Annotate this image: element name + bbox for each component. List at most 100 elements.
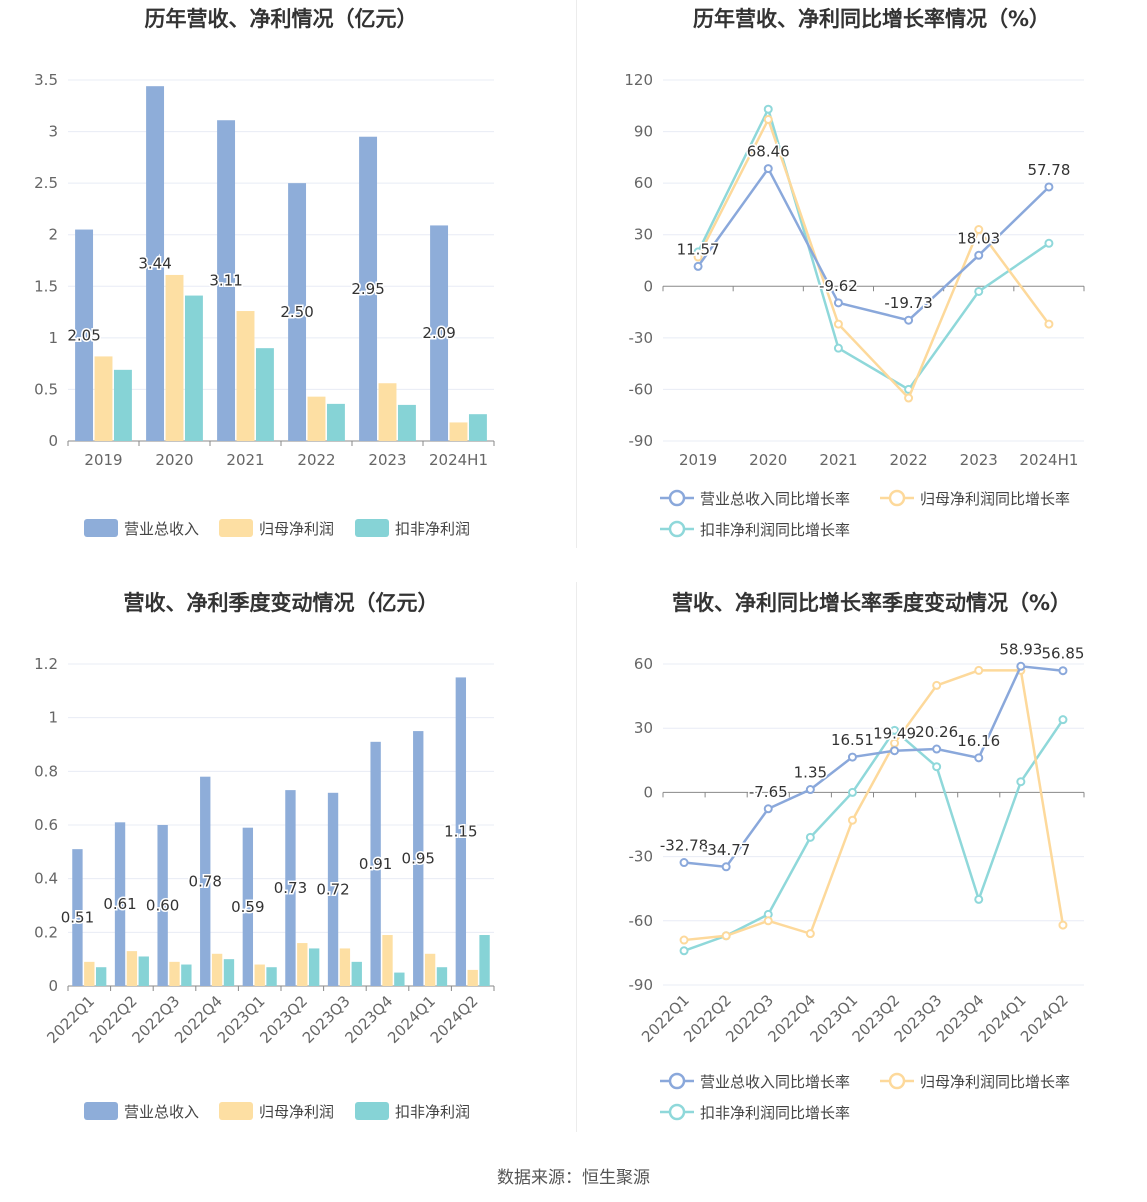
legend-label: 归母净利润 (259, 1103, 334, 1121)
line-data-label: -7.65 (749, 783, 788, 801)
bar-net-profit (424, 953, 436, 986)
bar-data-label: 2.50 (280, 303, 313, 321)
line-deducted-profit-growth (696, 105, 1050, 392)
bar-data-label: 0.72 (316, 880, 349, 898)
bar-revenue (455, 677, 467, 986)
bar-deducted-profit (223, 959, 235, 986)
legend-label: 归母净利润同比增长率 (920, 490, 1070, 508)
bar-deducted-profit (351, 961, 362, 986)
legend-marker (668, 489, 686, 507)
y-tick-label: 1.5 (34, 277, 58, 295)
line-data-label: 11.57 (677, 240, 720, 258)
bar-deducted-profit (397, 404, 416, 441)
legend-label: 营业总收入 (124, 1103, 199, 1121)
line-revenue-growth (683, 664, 1064, 869)
line-point (1058, 666, 1068, 676)
line-data-label: 18.03 (957, 229, 1000, 247)
line-point (847, 787, 857, 797)
bar-revenue (327, 792, 339, 986)
y-tick-label: -30 (629, 848, 654, 866)
bar-data-label: 0.61 (103, 895, 136, 913)
bar-net-profit (297, 943, 308, 986)
line-point (693, 252, 703, 262)
line-data-label: 16.16 (957, 732, 1000, 750)
bar-deducted-profit (326, 403, 345, 441)
line-data-label: 20.26 (915, 723, 958, 741)
line-point (974, 250, 984, 260)
bar-data-label: 3.11 (209, 272, 242, 290)
line-data-label: 68.46 (747, 143, 790, 161)
y-tick-label: -90 (629, 432, 654, 450)
bar-net-profit (254, 964, 265, 986)
line-point (932, 762, 942, 772)
legend-label: 营业总收入 (124, 520, 199, 538)
y-tick-label: 1 (48, 329, 58, 347)
bar-data-label: 0.78 (189, 872, 222, 890)
chart-title: 营收、净利同比增长率季度变动情况（%） (672, 591, 1071, 615)
line-point (1044, 182, 1054, 192)
x-tick-label: 2020 (749, 451, 787, 469)
line-point (721, 931, 731, 941)
line-point (805, 929, 815, 939)
line-point (679, 858, 689, 868)
line-point (721, 862, 731, 872)
bar-net-profit (378, 383, 397, 441)
bar-net-profit (84, 961, 95, 986)
bar-data-label: 1.15 (444, 823, 477, 841)
line-data-label: 56.85 (1041, 645, 1084, 663)
line-point (763, 164, 773, 174)
bar-deducted-profit (181, 964, 192, 986)
y-tick-label: 0 (48, 432, 58, 450)
bar-net-profit (94, 356, 113, 441)
line-data-label: -19.73 (884, 294, 932, 312)
line-point (693, 261, 703, 271)
y-tick-label: 2 (48, 226, 58, 244)
line-data-label: 19.49 (873, 725, 916, 743)
y-tick-label: 0 (48, 977, 58, 995)
bar-net-profit (126, 951, 138, 986)
y-tick-label: 30 (634, 719, 653, 737)
bar-revenue (413, 731, 424, 986)
bar-data-label: 0.73 (274, 879, 307, 897)
legend-swatch (219, 1102, 253, 1120)
annual-growth-panel: 历年营收、净利同比增长率情况（%） -90 -60 -30 0 30 60 90 120 2019… (577, 0, 1147, 580)
data-source-note: 数据来源：恒生聚源 (497, 1168, 650, 1188)
y-tick-label: 0 (643, 277, 653, 295)
line-point (763, 916, 773, 926)
line-point (1044, 238, 1054, 248)
bar-deducted-profit (308, 948, 320, 986)
legend-marker (668, 520, 686, 538)
line-revenue-growth (697, 166, 1050, 322)
line-point (805, 832, 815, 842)
bar-data-label: 0.51 (61, 909, 94, 927)
bar-deducted-profit (468, 414, 487, 441)
y-tick-label: 2.5 (34, 174, 58, 192)
line-point (833, 319, 843, 329)
legend-swatch (355, 519, 389, 537)
x-tick-label: 2023 (960, 451, 998, 469)
bar-deducted-profit (394, 972, 405, 986)
legend-swatch (355, 1102, 389, 1120)
bar-data-label: 2.09 (422, 324, 455, 342)
legend-label: 归母净利润 (259, 520, 334, 538)
bar-revenue (242, 827, 254, 986)
line-data-label: -34.77 (702, 841, 750, 859)
bar-net-profit (339, 948, 351, 986)
y-tick-label: -30 (629, 329, 654, 347)
bar-data-label: 3.44 (138, 255, 171, 273)
bar-data-label: 0.60 (146, 897, 179, 915)
line-point (847, 815, 857, 825)
y-tick-label: -90 (629, 976, 654, 994)
legend-label: 归母净利润同比增长率 (920, 1073, 1070, 1091)
legend-label: 扣非净利润 (395, 520, 470, 538)
bar-deducted-profit (436, 967, 448, 986)
x-tick-label: 2024Q2 (1017, 991, 1072, 1046)
legend-label: 营业总收入同比增长率 (700, 490, 850, 508)
bar-deducted-profit (138, 956, 149, 986)
bar-revenue (217, 120, 236, 442)
line-point (679, 946, 689, 956)
y-tick-label: 0 (643, 783, 653, 801)
quarterly-revenue-profit-panel: 营收、净利季度变动情况（亿元） 0 0.2 0.4 0.6 0.8 1 1.2 2022Q1 20… (0, 582, 573, 1162)
y-tick-label: -60 (629, 380, 654, 398)
line-point (890, 725, 900, 735)
